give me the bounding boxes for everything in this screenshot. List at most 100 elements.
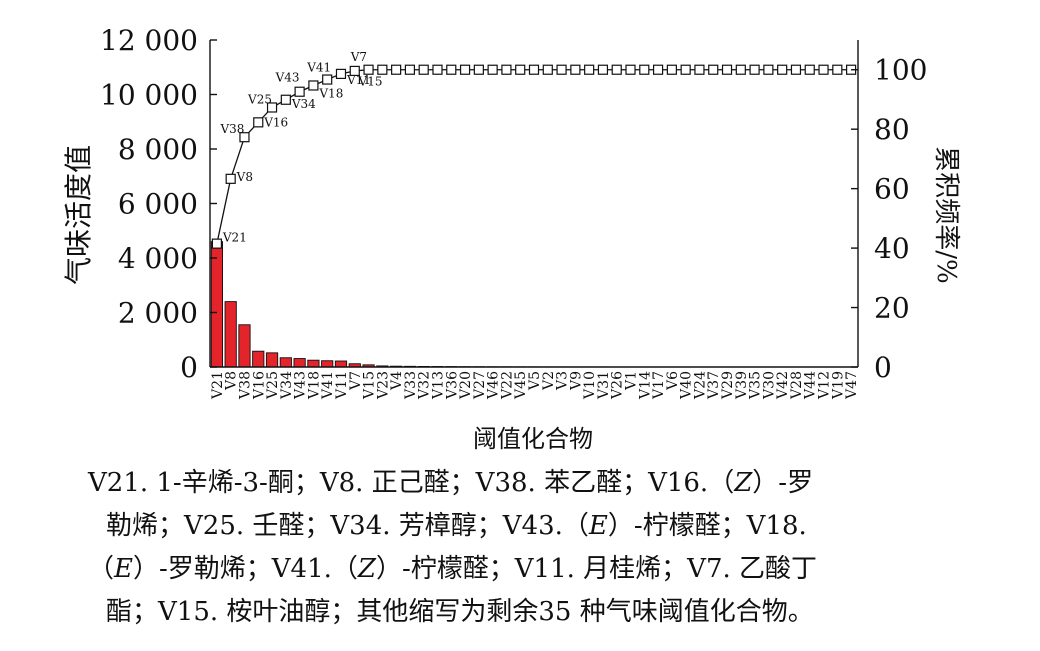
- x-tick-label: V31: [596, 371, 612, 400]
- x-tick-label: V11: [334, 371, 350, 400]
- point-annotation: V8: [236, 170, 253, 184]
- line-point: [294, 86, 305, 97]
- line-point: [639, 64, 650, 75]
- line-point: [418, 64, 429, 75]
- line-point: [721, 64, 733, 75]
- x-tick-label: V29: [720, 371, 736, 400]
- line-point: [611, 64, 622, 75]
- bar: [321, 360, 334, 368]
- y-tick-label: 12 000: [100, 24, 198, 57]
- y2-tick-label: 0: [874, 351, 892, 384]
- line-point: [666, 64, 677, 75]
- y-tick-label: 6 000: [118, 188, 198, 221]
- line-point: [239, 132, 250, 143]
- x-tick-label: V45: [513, 371, 529, 400]
- point-annotation: V43: [275, 71, 300, 85]
- y2-tick-label: 20: [874, 292, 910, 325]
- bar: [224, 301, 237, 368]
- caption-segment: ）-罗勒烯；V41.（: [133, 554, 358, 584]
- x-tick-label: V10: [582, 371, 598, 400]
- line-point: [763, 64, 774, 75]
- bar: [307, 359, 320, 368]
- x-tick-label: V18: [306, 371, 322, 400]
- point-annotation: V18: [318, 86, 343, 100]
- caption-segment: ）-罗: [752, 468, 814, 498]
- x-tick-label: V36: [444, 371, 460, 400]
- line-point: [487, 64, 498, 75]
- line-point: [225, 173, 236, 184]
- line-point: [377, 64, 388, 75]
- caption-line: （E）-罗勒烯；V41.（Z）-柠檬醛；V11. 月桂烯；V7. 乙酸丁: [88, 548, 968, 591]
- x-tick-label: V41: [320, 371, 336, 400]
- line-point: [694, 64, 705, 75]
- line-point: [804, 64, 815, 75]
- caption-segment: ）-柠檬醛；V11. 月桂烯；V7. 乙酸丁: [376, 554, 818, 584]
- x-tick-label: V38: [237, 371, 253, 400]
- bar: [238, 324, 251, 368]
- x-tick-label: V44: [803, 371, 819, 400]
- x-tick-label: V40: [679, 371, 695, 400]
- x-tick-label: V32: [417, 371, 433, 400]
- x-tick-label: V26: [610, 371, 626, 400]
- x-axis-label: 阈值化合物: [473, 425, 593, 453]
- x-tick-label: V17: [651, 371, 667, 400]
- x-tick-label: V43: [293, 371, 309, 400]
- figure-caption: V21. 1-辛烯-3-酮；V8. 正己醛；V38. 苯乙醛；V16.（Z）-罗…: [88, 462, 968, 634]
- point-annotation: V25: [247, 92, 272, 106]
- point-annotation: V11: [346, 73, 371, 87]
- point-annotation: V16: [263, 115, 288, 129]
- line-point: [777, 64, 788, 75]
- x-tick-label: V20: [458, 371, 474, 400]
- line-point: [280, 94, 291, 105]
- line-point: [749, 64, 760, 75]
- x-tick-label: V12: [817, 371, 833, 400]
- line-point: [253, 117, 264, 128]
- x-tick-label: V34: [279, 371, 295, 400]
- bar: [293, 358, 306, 368]
- axes: [209, 40, 859, 368]
- x-tick-label: V1: [624, 371, 640, 391]
- x-tick-label: V24: [692, 371, 708, 400]
- line-point: [528, 64, 540, 75]
- line-point: [597, 64, 609, 75]
- x-tick-label: V37: [706, 371, 722, 400]
- point-annotation: V34: [291, 97, 316, 111]
- x-tick-label: V25: [265, 371, 281, 400]
- x-tick-label: V33: [403, 371, 419, 400]
- x-tick-label: V7: [348, 371, 364, 391]
- line-point: [501, 64, 512, 75]
- line-point: [432, 64, 443, 75]
- x-tick-label: V15: [362, 371, 378, 400]
- x-tick-label: V42: [775, 371, 791, 400]
- line-point: [446, 64, 457, 75]
- line-point: [459, 64, 471, 75]
- bar: [265, 352, 279, 368]
- line-point: [211, 238, 222, 249]
- x-tick-label: V30: [761, 371, 777, 400]
- line-point: [556, 64, 567, 75]
- x-tick-label: V4: [389, 371, 405, 391]
- line-point: [308, 80, 319, 91]
- line-point: [473, 64, 484, 75]
- y2-tick-label: 40: [874, 232, 910, 265]
- caption-segment: （: [88, 554, 115, 584]
- x-tick-label: V14: [637, 371, 653, 400]
- caption-italic: E: [588, 511, 608, 541]
- line-point: [625, 64, 636, 75]
- point-annotation: V41: [306, 61, 331, 75]
- y-tick-label: 10 000: [100, 79, 198, 112]
- caption-line: 勒烯；V25. 壬醛；V34. 芳樟醇；V43.（E）-柠檬醛；V18.: [88, 505, 968, 548]
- line-point: [363, 64, 374, 75]
- x-tick-label: V8: [224, 371, 240, 391]
- y-axis-label: 气味活度值: [62, 145, 95, 285]
- caption-line: 酯；V15. 桉叶油醇；其他缩写为剩余35 种气味阈值化合物。: [88, 591, 968, 634]
- x-tick-label: V6: [665, 371, 681, 391]
- bar: [334, 360, 348, 368]
- x-tick-label: V9: [568, 371, 584, 391]
- y-tick-label: 4 000: [118, 242, 198, 275]
- y-tick-label: 2 000: [118, 297, 198, 330]
- bar: [279, 357, 292, 368]
- caption-italic: Z: [734, 468, 753, 498]
- line-point: [735, 64, 746, 75]
- x-tick-label: V23: [375, 371, 391, 400]
